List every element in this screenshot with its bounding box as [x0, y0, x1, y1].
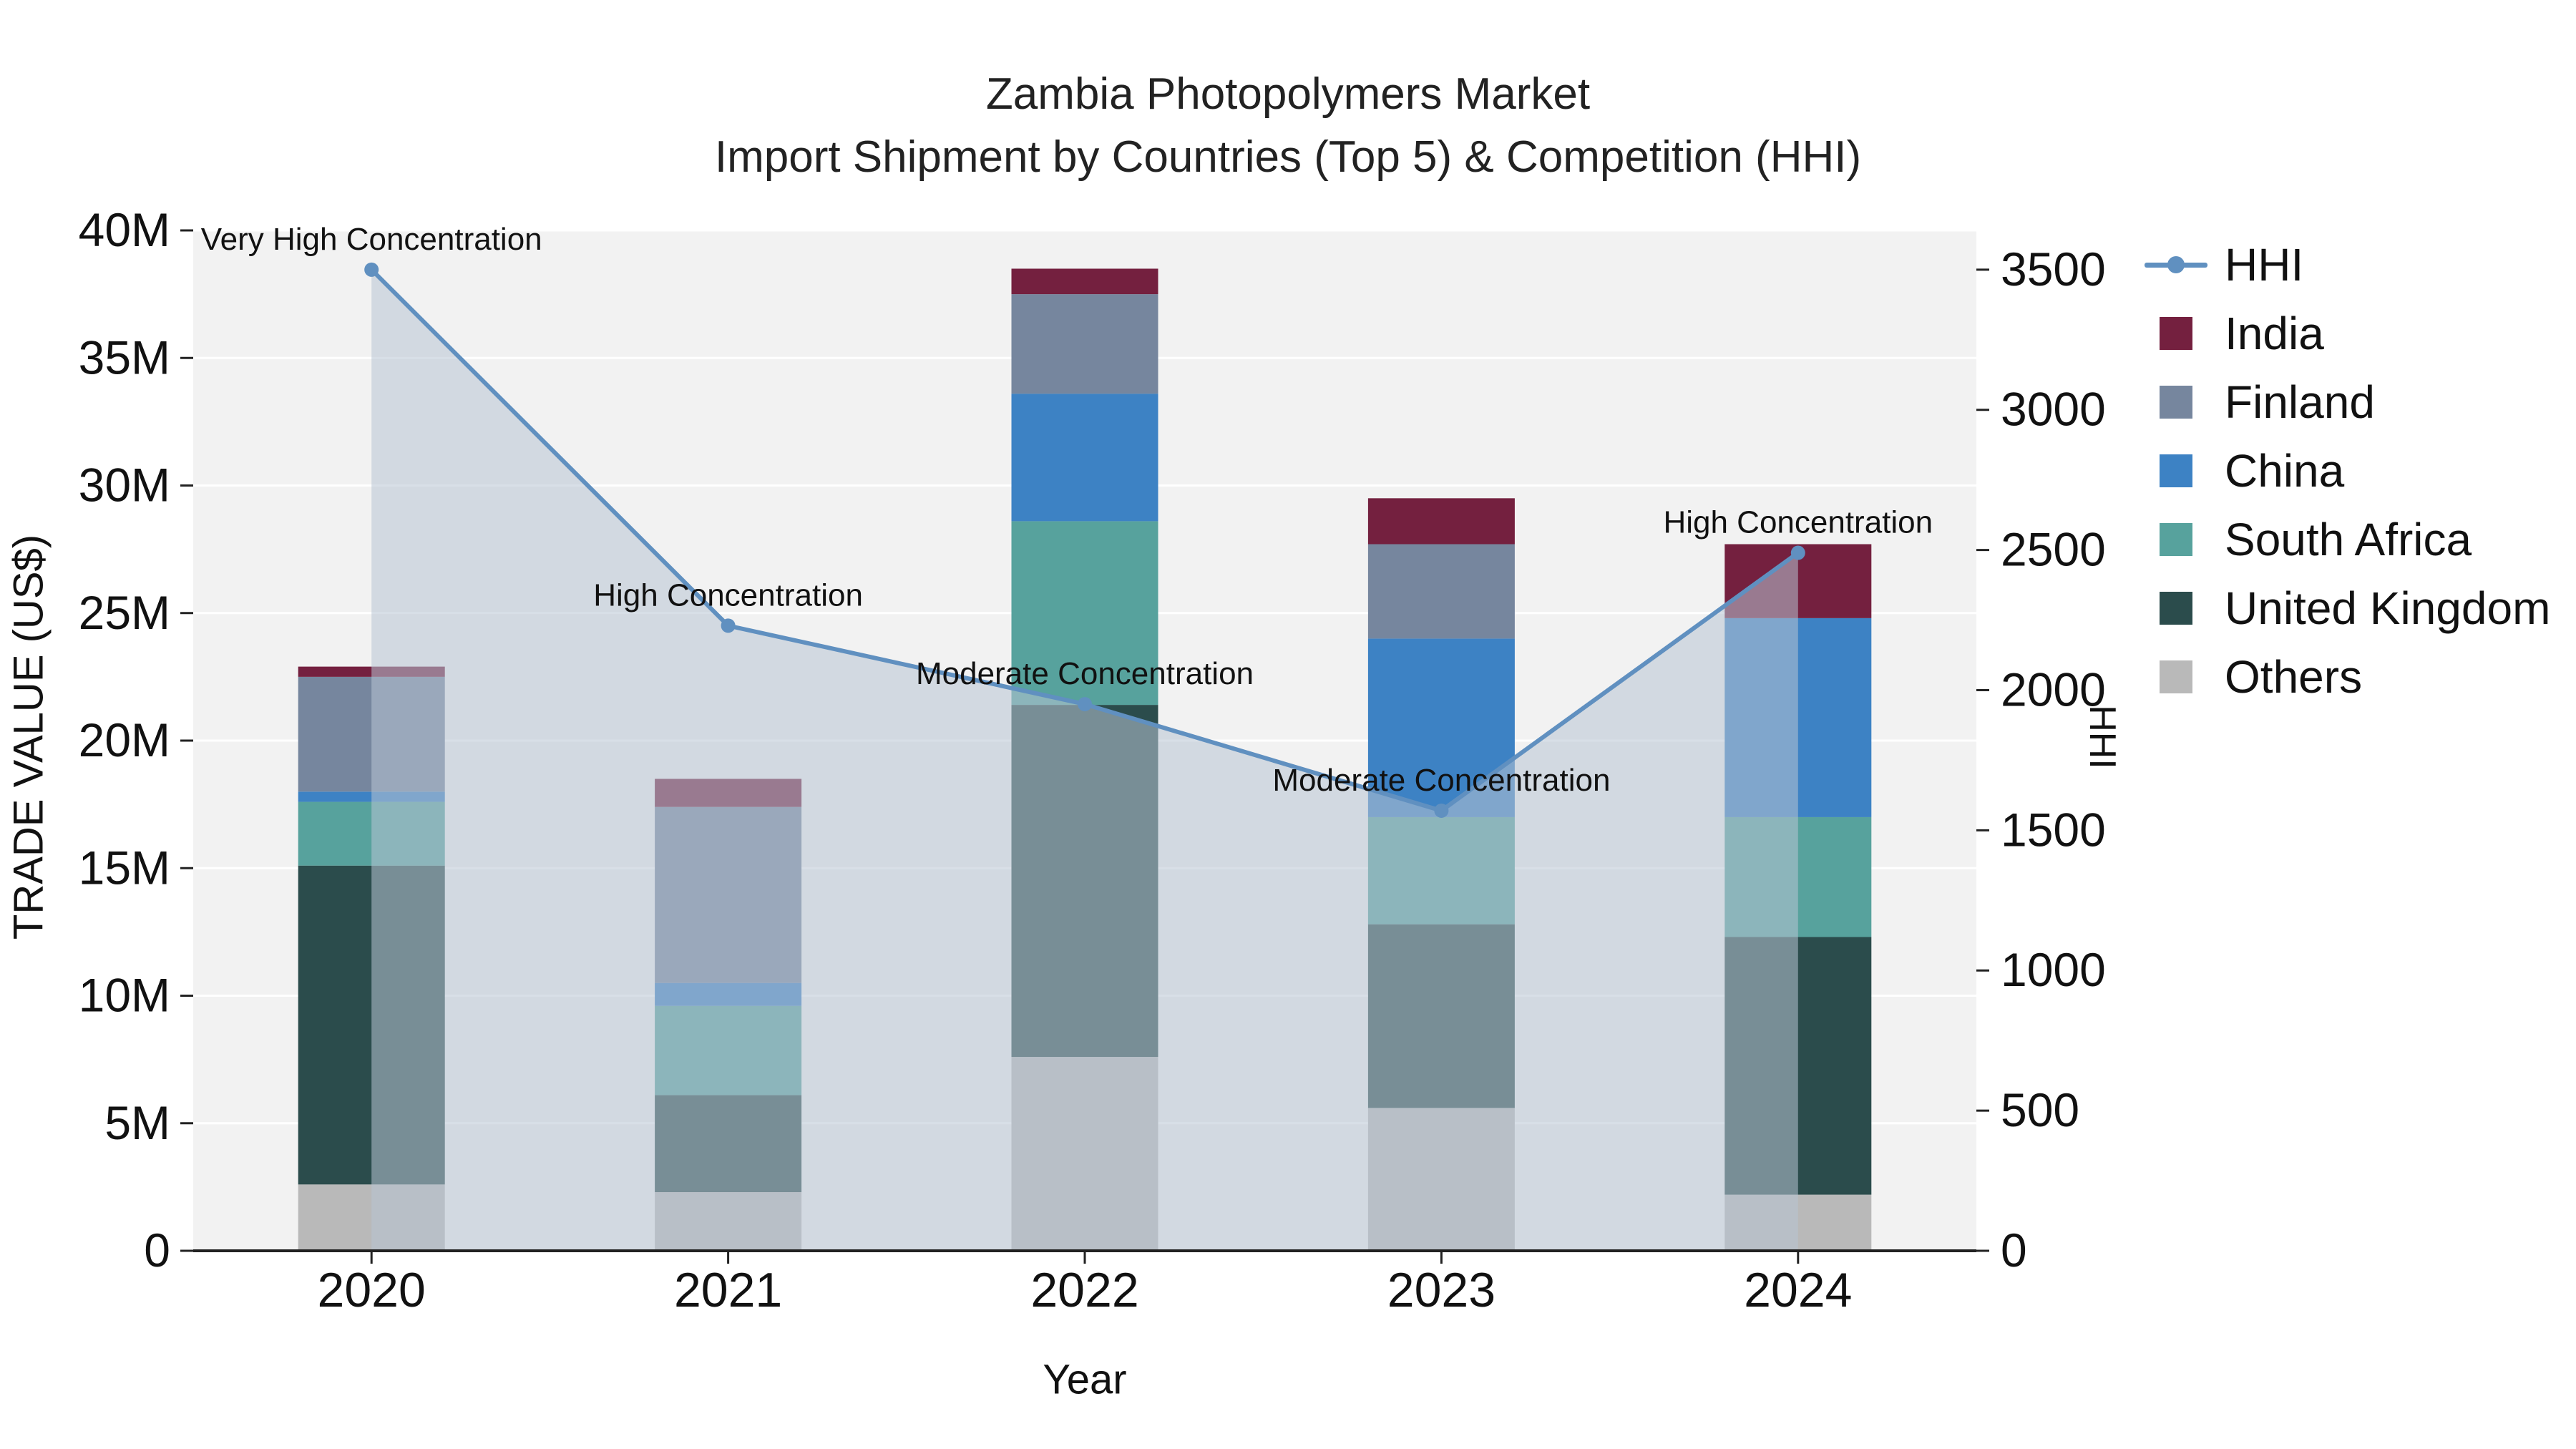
y-left-tick-label: 30M: [79, 459, 170, 512]
y-left-tick-label: 15M: [79, 841, 170, 894]
y-left-tick-label: 0: [144, 1224, 170, 1277]
legend-swatch-icon: [2143, 592, 2209, 625]
legend-swatch-icon: [2143, 317, 2209, 350]
y-left-tick-label: 5M: [104, 1096, 170, 1149]
y-right-tick-label: 3000: [2001, 383, 2106, 436]
y-right-tick-label: 500: [2001, 1083, 2079, 1136]
legend-item-finland[interactable]: Finland: [2143, 368, 2550, 436]
hhi-marker[interactable]: [1078, 697, 1092, 712]
legend-label: South Africa: [2225, 514, 2472, 565]
chart-legend: HHI India Finland China South Africa United K…: [2143, 230, 2550, 711]
chart-title-line2: Import Shipment by Countries (Top 5) & C…: [714, 132, 1862, 182]
annotation-label: Very High Concentration: [201, 222, 542, 257]
annotation-label: High Concentration: [593, 577, 863, 613]
legend-item-south-africa[interactable]: South Africa: [2143, 505, 2550, 574]
legend-label: HHI: [2225, 239, 2304, 291]
bar-segment-india[interactable]: [1011, 268, 1158, 295]
y-right-tick-label: 2500: [2001, 523, 2106, 576]
y-right-tick-label: 3500: [2001, 243, 2106, 296]
bar-segment-south-africa[interactable]: [1011, 521, 1158, 706]
y-left-tick-label: 40M: [79, 203, 170, 256]
y-right-tick-label: 1500: [2001, 803, 2106, 856]
legend-item-hhi[interactable]: HHI: [2143, 230, 2550, 299]
x-tick-label: 2022: [1030, 1263, 1138, 1317]
legend-label: Others: [2225, 651, 2363, 703]
x-tick-label: 2020: [318, 1263, 426, 1317]
x-tick-label: 2024: [1744, 1263, 1852, 1317]
legend-swatch-icon: [2143, 454, 2209, 487]
annotation-label: High Concentration: [1663, 505, 1933, 540]
y-right-tick-label: 1000: [2001, 943, 2106, 996]
bar-segment-india[interactable]: [1367, 498, 1515, 545]
legend-item-united-kingdom[interactable]: United Kingdom: [2143, 574, 2550, 643]
x-axis-title: Year: [1043, 1356, 1127, 1403]
bar-segment-china[interactable]: [1011, 394, 1158, 522]
bar-segment-finland[interactable]: [1011, 294, 1158, 394]
hhi-marker[interactable]: [1790, 545, 1805, 560]
hhi-marker[interactable]: [1434, 803, 1449, 818]
legend-swatch-icon: [2143, 660, 2209, 693]
legend-label: United Kingdom: [2225, 582, 2551, 634]
legend-item-india[interactable]: India: [2143, 299, 2550, 368]
x-tick-label: 2023: [1387, 1263, 1496, 1317]
hhi-marker[interactable]: [364, 262, 379, 277]
legend-swatch-icon: [2143, 523, 2209, 556]
y-left-tick-label: 20M: [79, 713, 170, 766]
legend-label: Finland: [2225, 376, 2375, 428]
legend-line-icon: [2143, 256, 2209, 273]
legend-label: India: [2225, 308, 2324, 359]
y-left-tick-label: 25M: [79, 586, 170, 639]
hhi-area: [371, 269, 1798, 1251]
y-right-tick-label: 0: [2001, 1224, 2027, 1277]
chart-title-line1: Zambia Photopolymers Market: [985, 69, 1591, 119]
y-axis-right-title: HHI: [2082, 705, 2123, 769]
legend-item-others[interactable]: Others: [2143, 643, 2550, 711]
y-left-tick-label: 35M: [79, 331, 170, 384]
y-right-tick-label: 2000: [2001, 663, 2106, 716]
y-left-tick-label: 10M: [79, 969, 170, 1022]
annotation-label: Moderate Concentration: [1272, 763, 1610, 798]
legend-swatch-icon: [2143, 386, 2209, 419]
annotation-label: Moderate Concentration: [916, 656, 1254, 691]
hhi-marker[interactable]: [721, 618, 736, 633]
y-axis-left-title: TRADE VALUE (US$): [5, 534, 52, 940]
bar-segment-finland[interactable]: [1367, 544, 1515, 639]
x-tick-label: 2021: [674, 1263, 782, 1317]
legend-item-china[interactable]: China: [2143, 436, 2550, 505]
legend-label: China: [2225, 445, 2345, 497]
